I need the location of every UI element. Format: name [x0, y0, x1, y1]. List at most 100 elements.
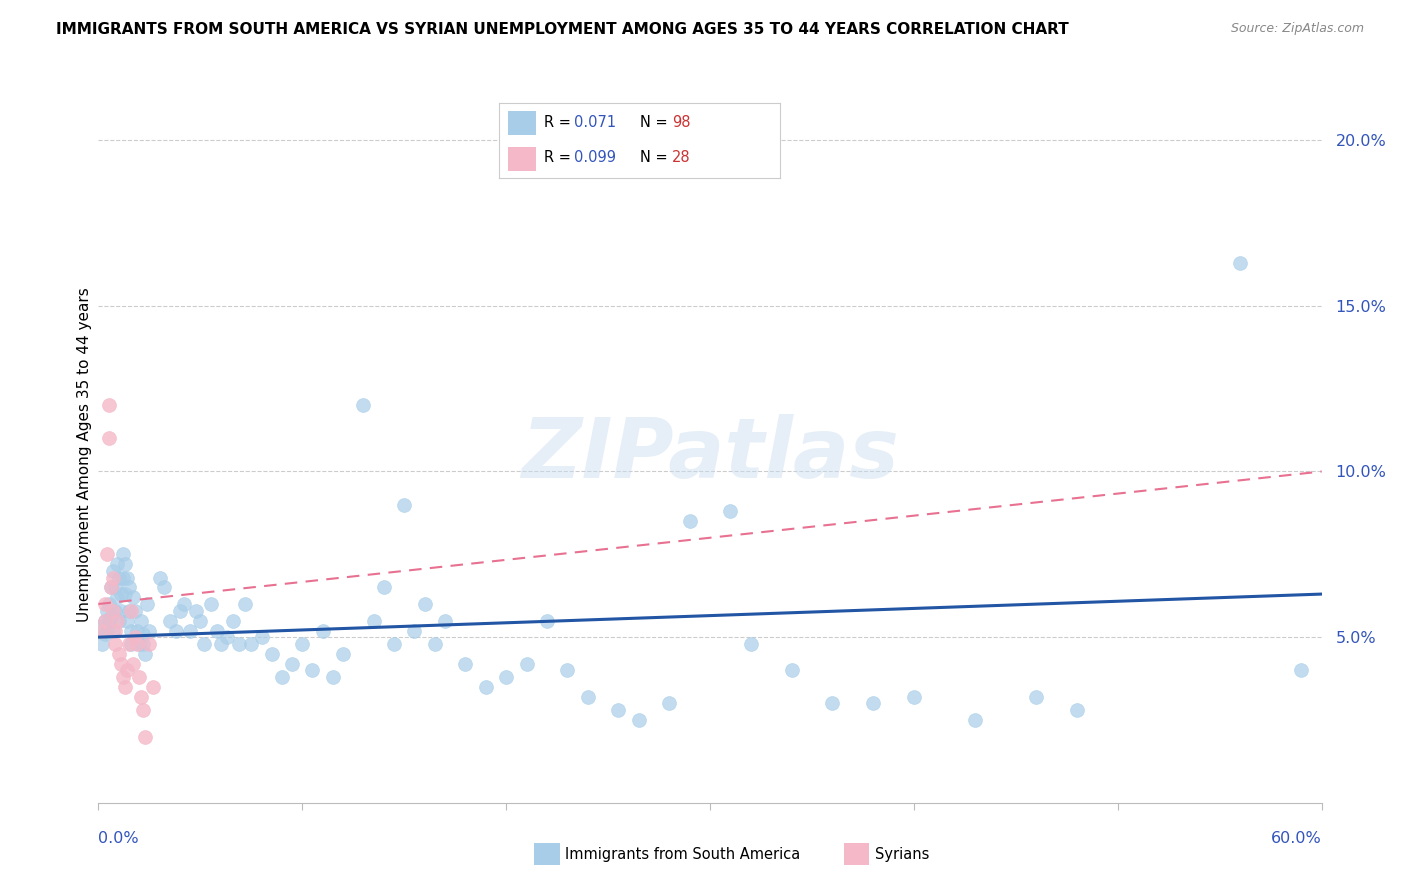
Point [115, 614, 138, 628]
Point [115, 663, 138, 677]
Point [127, 624, 149, 638]
Point [100, 610, 122, 624]
Point [404, 624, 426, 638]
Point [159, 614, 181, 628]
Text: N =: N = [640, 151, 672, 165]
Point [120, 624, 142, 638]
Point [188, 614, 212, 628]
Point [128, 637, 150, 651]
Point [105, 591, 128, 605]
Point [97, 431, 120, 445]
Point [173, 597, 195, 611]
Text: 0.0%: 0.0% [98, 831, 139, 847]
Point [138, 624, 160, 638]
Point [250, 630, 273, 644]
Point [413, 597, 436, 611]
Point [607, 703, 630, 717]
Point [104, 604, 127, 618]
Y-axis label: Unemployment Among Ages 35 to 44 years: Unemployment Among Ages 35 to 44 years [77, 287, 91, 623]
Text: 0.071: 0.071 [574, 115, 616, 130]
Point [96, 624, 118, 638]
Point [124, 630, 146, 644]
Text: ZIPatlas: ZIPatlas [522, 415, 898, 495]
Point [128, 670, 150, 684]
Point [780, 663, 803, 677]
Point [96, 604, 118, 618]
Point [110, 587, 132, 601]
Point [114, 558, 136, 572]
Point [93, 614, 115, 628]
Point [260, 647, 283, 661]
Point [105, 558, 128, 572]
Point [165, 624, 187, 638]
Point [93, 627, 115, 641]
Point [104, 581, 127, 595]
Point [200, 597, 222, 611]
Point [233, 597, 256, 611]
Point [132, 703, 155, 717]
Point [118, 581, 141, 595]
Text: N =: N = [640, 115, 672, 130]
Point [186, 604, 208, 618]
Point [97, 597, 120, 611]
Point [100, 581, 122, 595]
Point [516, 657, 538, 671]
Text: R =: R = [544, 115, 575, 130]
Text: 0.099: 0.099 [574, 151, 616, 165]
Point [423, 637, 446, 651]
Point [179, 624, 201, 638]
Point [111, 547, 134, 561]
Point [352, 398, 374, 412]
Point [454, 657, 477, 671]
Point [138, 637, 160, 651]
Text: R =: R = [544, 151, 575, 165]
Text: IMMIGRANTS FROM SOUTH AMERICA VS SYRIAN UNEMPLOYMENT AMONG AGES 35 TO 44 YEARS C: IMMIGRANTS FROM SOUTH AMERICA VS SYRIAN … [56, 22, 1069, 37]
Point [101, 570, 124, 584]
Point [392, 498, 416, 512]
Point [108, 614, 131, 628]
Point [1291, 663, 1313, 677]
Point [110, 657, 132, 671]
Point [96, 547, 118, 561]
Point [740, 637, 762, 651]
Point [215, 630, 238, 644]
Point [222, 614, 245, 628]
Point [134, 647, 156, 661]
Point [658, 697, 681, 711]
Point [821, 697, 844, 711]
Point [101, 624, 124, 638]
Point [1229, 256, 1251, 270]
Point [862, 697, 884, 711]
Point [136, 597, 159, 611]
Point [193, 637, 215, 651]
Point [104, 637, 127, 651]
Point [132, 637, 155, 651]
Point [291, 637, 314, 651]
Point [474, 680, 498, 694]
Point [93, 614, 115, 628]
Point [718, 504, 742, 518]
Text: Syrians: Syrians [875, 847, 929, 862]
Point [91, 624, 114, 638]
Point [434, 614, 457, 628]
Point [152, 581, 174, 595]
Point [118, 604, 141, 618]
Point [100, 581, 122, 595]
Point [322, 670, 344, 684]
Point [142, 680, 165, 694]
Point [101, 604, 124, 618]
Point [120, 637, 142, 651]
Point [132, 627, 155, 641]
Text: Immigrants from South America: Immigrants from South America [565, 847, 800, 862]
Text: Source: ZipAtlas.com: Source: ZipAtlas.com [1230, 22, 1364, 36]
Point [382, 637, 405, 651]
Point [108, 570, 131, 584]
Point [627, 713, 650, 727]
Point [301, 663, 323, 677]
FancyBboxPatch shape [508, 146, 536, 171]
Point [120, 604, 142, 618]
Point [536, 614, 558, 628]
Point [89, 620, 111, 634]
Point [209, 637, 232, 651]
Point [312, 624, 335, 638]
